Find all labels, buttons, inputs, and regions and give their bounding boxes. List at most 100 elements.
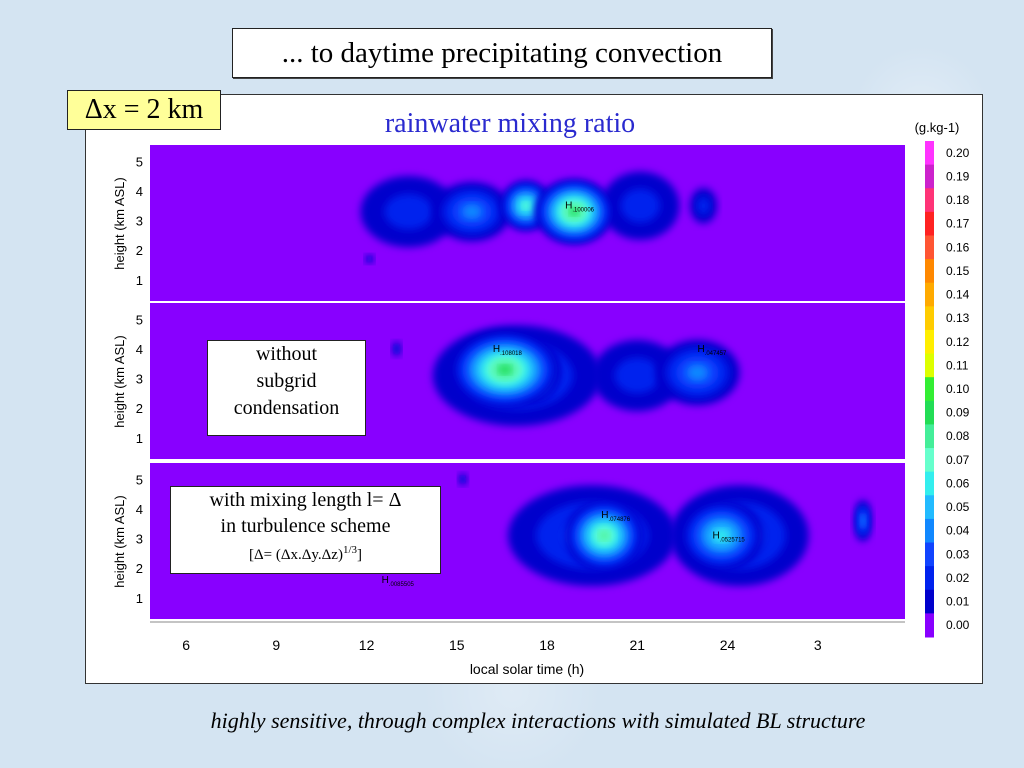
colorbar-label: 0.12 <box>946 335 970 349</box>
formula-close: ] <box>357 547 363 563</box>
colorbar-label: 0.06 <box>946 476 970 490</box>
colorbar-label: 0.15 <box>946 264 970 278</box>
colorbar-label: 0.16 <box>946 240 970 254</box>
colorbar-label: 0.11 <box>946 358 969 372</box>
colorbar-label: 0.03 <box>946 547 970 561</box>
colorbar-label: 0.07 <box>946 453 970 467</box>
max-value: .074876 <box>608 517 630 523</box>
contour-band <box>498 365 511 374</box>
colorbar: 0.20 0.19 0.18 0.17 0.16 0.15 0.14 0.13 0.12 0.11… <box>925 141 970 638</box>
y-tick-label: 3 <box>136 214 143 229</box>
x-tick-label: 9 <box>272 637 280 653</box>
colorbar-swatch <box>925 188 934 213</box>
contour-band <box>860 515 866 526</box>
x-axis: 6 9 12 15 18 21 24 3 <box>150 621 905 653</box>
heatmap-panel-1: H.100006 <box>150 145 905 303</box>
colorbar-swatch <box>925 400 934 425</box>
max-value: .108018 <box>500 351 522 357</box>
y-tick-label: 5 <box>136 154 143 169</box>
colorbar-label: 0.18 <box>946 193 970 207</box>
colorbar-swatch <box>925 566 934 591</box>
y-tick-label: 3 <box>136 372 143 387</box>
colorbar-swatch <box>925 329 934 355</box>
y-tick-label: 5 <box>136 312 143 327</box>
y-tick-label: 4 <box>136 184 143 199</box>
colorbar-unit-text: (g.kg-1) <box>914 120 960 135</box>
y-axis-title: height (km ASL) <box>112 495 127 588</box>
annotation-a-line1: without <box>255 343 318 365</box>
contour-band <box>394 345 399 353</box>
contour-band <box>462 204 482 220</box>
x-tick-label: 18 <box>539 637 555 653</box>
colorbar-swatch <box>925 448 934 473</box>
colorbar-swatch <box>925 424 934 449</box>
colorbar-swatch <box>925 542 934 567</box>
colorbar-label: 0.01 <box>946 595 970 609</box>
colorbar-swatch <box>925 141 934 166</box>
annotation-a-line2: subgrid <box>256 370 317 392</box>
y-axis-title: height (km ASL) <box>112 335 127 428</box>
max-value: .0085505 <box>389 582 415 588</box>
y-axis-title: height (km ASL) <box>112 177 127 270</box>
colorbar-label: 0.13 <box>946 311 970 325</box>
colorbar-swatch <box>925 164 934 189</box>
annotation-b-formula: [Δ= (Δx.Δy.Δz)1/3] <box>171 539 440 566</box>
annotation-mixing-length: with mixing length l= Δ in turbulence sc… <box>170 486 441 574</box>
max-value: .047457 <box>705 351 727 357</box>
contour-band <box>367 256 372 262</box>
annotation-b-line2: in turbulence scheme <box>220 515 391 537</box>
colorbar-swatch <box>925 589 934 614</box>
annotation-without-subgrid: without subgrid condensation <box>207 340 366 436</box>
y-tick-label: 2 <box>136 401 143 416</box>
annotation-a-line3: condensation <box>233 397 340 419</box>
colorbar-label: 0.09 <box>946 406 970 420</box>
colorbar-label: 0.02 <box>946 571 970 585</box>
contour-band <box>569 208 579 216</box>
contour-band <box>614 357 660 394</box>
y-tick-label: 4 <box>136 342 143 357</box>
colorbar-swatch <box>925 495 934 520</box>
y-tick-label: 1 <box>136 591 143 606</box>
y-tick-label: 3 <box>136 532 143 547</box>
colorbar-label: 0.17 <box>946 217 970 231</box>
chart-title: rainwater mixing ratio <box>384 108 636 139</box>
colorbar-label: 0.04 <box>946 524 970 538</box>
y-tick-label: 1 <box>136 431 143 446</box>
slide-heading: ... to daytime precipitating convection <box>232 28 772 78</box>
x-tick-label: 24 <box>720 637 736 653</box>
colorbar-swatch <box>925 259 934 284</box>
colorbar-swatch <box>925 235 934 260</box>
colorbar-swatch <box>925 306 934 331</box>
contour-band <box>599 531 610 541</box>
resolution-label: Δx = 2 km <box>67 90 221 130</box>
contour-band <box>620 188 660 223</box>
colorbar-swatch <box>925 353 934 378</box>
colorbar-label: 0.05 <box>946 500 970 514</box>
x-tick-label: 6 <box>182 637 190 653</box>
colorbar-label: 0.08 <box>946 429 970 443</box>
max-value: .100006 <box>572 208 594 214</box>
formula-main: [Δ= (Δx.Δy.Δz) <box>248 547 343 563</box>
colorbar-swatch <box>925 613 934 638</box>
colorbar-unit: (g.kg-1) <box>902 120 972 135</box>
colorbar-swatch <box>925 518 934 544</box>
contour-band <box>696 196 711 215</box>
contour-band <box>522 202 530 210</box>
colorbar-swatch <box>925 211 934 236</box>
y-tick-label: 1 <box>136 273 143 288</box>
formula-exponent: 1/3 <box>342 544 358 556</box>
y-tick-label: 4 <box>136 502 143 517</box>
contour-band <box>686 364 708 381</box>
colorbar-label: 0.10 <box>946 382 970 396</box>
y-tick-label: 2 <box>136 561 143 576</box>
annotation-b-line1: with mixing length l= Δ <box>209 489 402 511</box>
x-tick-label: 3 <box>814 637 822 653</box>
colorbar-swatch <box>925 471 934 496</box>
y-axes: 1 2 3 4 5 height (km ASL) 1 2 3 4 5 height (km ASL)… <box>112 154 143 605</box>
colorbar-label: 0.20 <box>946 146 970 160</box>
x-axis-title: local solar time (h) <box>470 661 584 677</box>
colorbar-swatch <box>925 377 934 402</box>
y-tick-label: 2 <box>136 243 143 258</box>
contour-band <box>714 529 729 542</box>
max-value: .0525715 <box>720 538 746 544</box>
